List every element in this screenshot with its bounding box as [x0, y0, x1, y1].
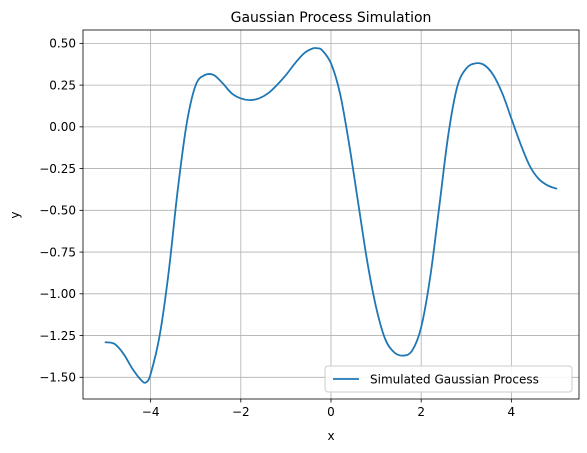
series-line [104, 47, 558, 384]
y-tick-label: 0.50 [49, 37, 76, 51]
y-tick-label: 0.25 [49, 78, 76, 92]
chart-title: Gaussian Process Simulation [231, 10, 432, 26]
y-tick-label: −1.50 [39, 371, 76, 385]
x-tick-label: 4 [508, 405, 516, 419]
y-axis-ticks: −1.50 −1.25 −1.00 −0.75 −0.50 −0.25 0.00 0.25 0.… [39, 37, 83, 385]
y-tick-label: −1.00 [39, 287, 76, 301]
x-axis-label: x [327, 429, 334, 443]
series-layer [104, 47, 558, 384]
legend-box [324, 365, 573, 393]
legend-label: Simulated Gaussian Process [370, 373, 539, 387]
x-tick-label: −2 [232, 405, 250, 419]
x-tick-label: 0 [327, 405, 335, 419]
y-tick-label: −0.25 [39, 162, 76, 176]
x-tick-label: −4 [142, 405, 160, 419]
y-tick-label: −0.75 [39, 245, 76, 259]
y-axis-label: y [8, 211, 22, 218]
y-tick-label: −1.25 [39, 329, 76, 343]
y-tick-label: −0.50 [39, 204, 76, 218]
y-tick-label: 0.00 [49, 120, 76, 134]
x-tick-label: 2 [417, 405, 425, 419]
x-axis-ticks: −4 −2 0 2 4 [142, 399, 515, 419]
legend: Simulated Gaussian Process [324, 365, 573, 393]
